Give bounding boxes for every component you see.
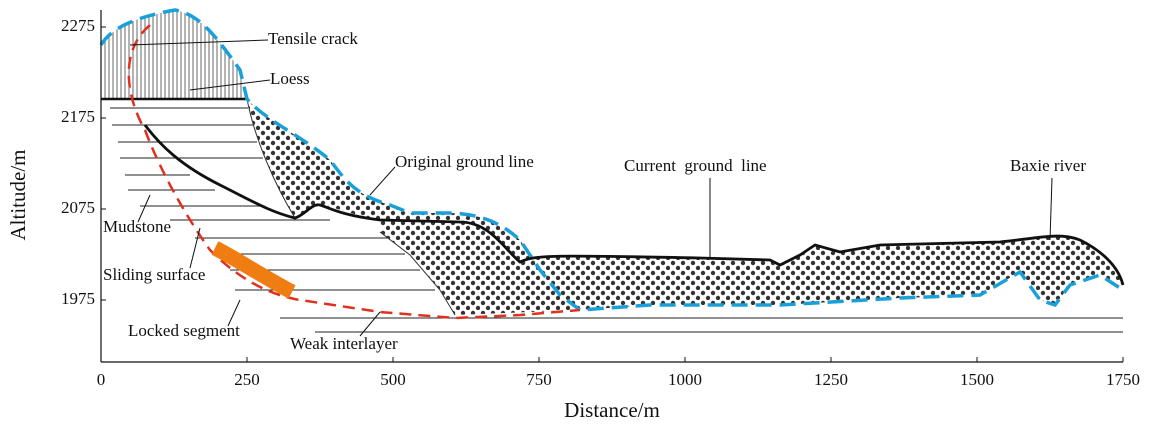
annotation: Original ground line bbox=[395, 152, 534, 171]
annotation: Locked segment bbox=[128, 321, 240, 340]
y-tick-label: 2075 bbox=[61, 198, 95, 217]
section-drawing bbox=[99, 8, 1125, 337]
x-tick-label: 0 bbox=[97, 370, 106, 389]
x-tick-label: 500 bbox=[380, 370, 406, 389]
annotation: Weak interlayer bbox=[290, 334, 398, 353]
x-tick-label: 1500 bbox=[960, 370, 994, 389]
x-axis-label: Distance/m bbox=[564, 398, 660, 422]
x-tick-label: 750 bbox=[526, 370, 552, 389]
annotation: Baxie river bbox=[1010, 156, 1086, 175]
x-tick-label: 1750 bbox=[1106, 370, 1140, 389]
annotation: Loess bbox=[270, 69, 310, 88]
x-tick-label: 1250 bbox=[814, 370, 848, 389]
y-tick-label: 1975 bbox=[61, 289, 95, 308]
x-tick-label: 1000 bbox=[668, 370, 702, 389]
y-axis-label: Altitude/m bbox=[6, 150, 30, 241]
annotation: Mudstone bbox=[103, 217, 171, 236]
x-tick-label: 250 bbox=[234, 370, 260, 389]
y-tick-label: 2275 bbox=[61, 16, 95, 35]
y-tick-label: 2175 bbox=[61, 107, 95, 126]
annotation: Sliding surface bbox=[103, 265, 205, 284]
annotation: Current ground line bbox=[624, 156, 767, 175]
annotation: Tensile crack bbox=[268, 29, 358, 48]
